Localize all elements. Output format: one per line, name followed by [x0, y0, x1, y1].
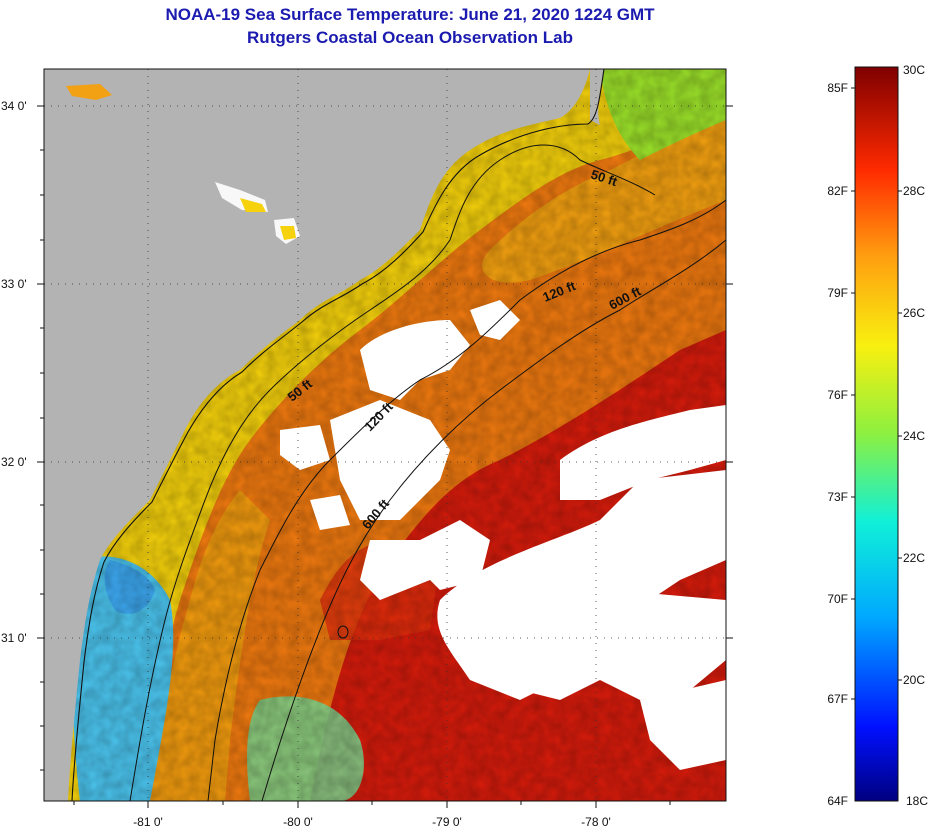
land-region — [44, 69, 590, 801]
map-subtitle: Rutgers Coastal Ocean Observation Lab — [247, 28, 573, 47]
isobath-600ft — [261, 239, 726, 801]
colorbar-c-22: 22C — [903, 551, 925, 565]
colorbar-f-79: 79F — [827, 286, 848, 300]
colorbar-c-28: 28C — [903, 184, 925, 198]
colorbar-f-64: 64F — [827, 794, 848, 808]
lat-tick-33: 33 0' — [1, 277, 27, 291]
colorbar-f-82: 82F — [827, 184, 848, 198]
coastline — [71, 69, 605, 801]
graticule — [44, 69, 726, 801]
cloud-mask — [280, 300, 726, 770]
colorbar-f-76: 76F — [827, 388, 848, 402]
colorbar-f-67: 67F — [827, 692, 848, 706]
colorbar-c-20: 20C — [903, 673, 925, 687]
colorbar-f-70: 70F — [827, 592, 848, 606]
lon-tick-78: -78 0' — [581, 815, 611, 829]
lon-tick-80: -80 0' — [283, 815, 313, 829]
map-frame — [43, 68, 727, 802]
axis-ticks — [37, 105, 733, 808]
colorbar-c-30: 30C — [903, 63, 925, 77]
isobath-50ft — [129, 144, 656, 801]
lon-tick-79: -79 0' — [432, 815, 462, 829]
isobath-120ft — [207, 199, 726, 801]
colorbar-c-24: 24C — [903, 429, 925, 443]
colorbar-c-18: 18C — [906, 794, 928, 808]
lon-tick-81: -81 0' — [133, 815, 163, 829]
lat-tick-34: 34 0' — [1, 99, 27, 113]
colorbar-f-85: 85F — [827, 81, 848, 95]
map-panel: 50 ft 50 ft 120 ft 120 ft 600 ft 600 ft — [44, 69, 726, 801]
map-title: NOAA-19 Sea Surface Temperature: June 21… — [165, 5, 655, 24]
colorbar-f-73: 73F — [827, 490, 848, 504]
temperature-colorbar: 85F 82F 79F 76F 73F 70F 67F 64F 30C 28C … — [827, 63, 928, 808]
colorbar-c-26: 26C — [903, 306, 925, 320]
lat-tick-31: 31 0' — [1, 631, 27, 645]
lat-tick-32: 32 0' — [1, 455, 27, 469]
